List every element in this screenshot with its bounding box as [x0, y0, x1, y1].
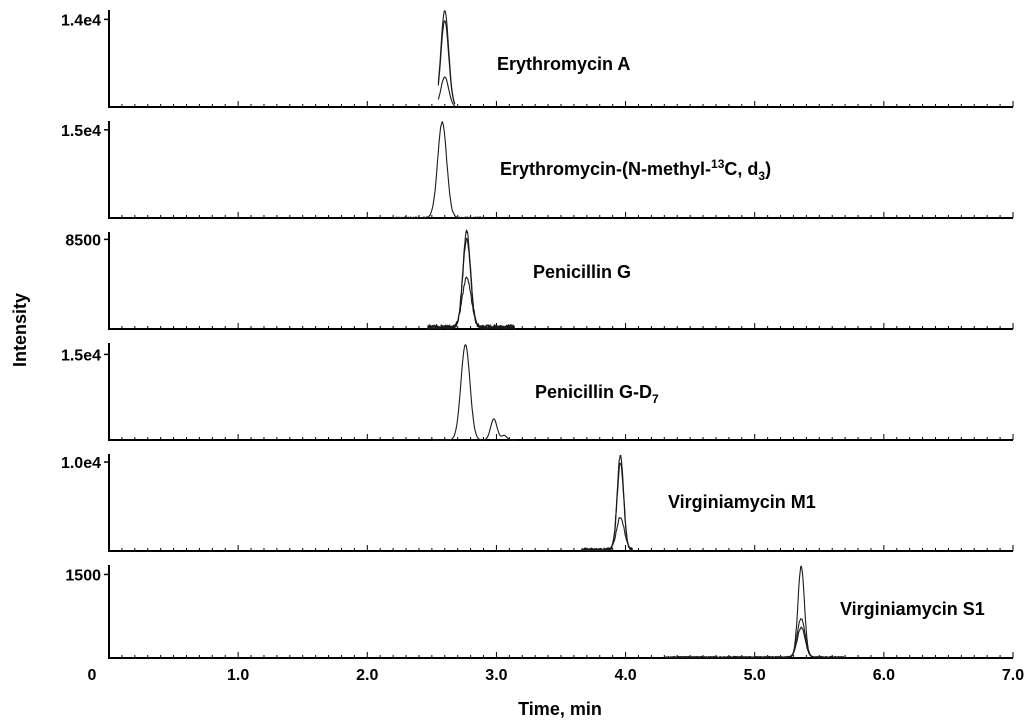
panel-axes — [108, 343, 1013, 441]
x-tick-label: 7.0 — [1002, 667, 1024, 684]
y-tick-label: 1.5e4 — [61, 123, 101, 140]
trace-line — [580, 517, 634, 552]
panel-axes — [108, 232, 1013, 330]
trace-line — [664, 626, 846, 659]
panel-3: 8500 Penicillin G — [65, 229, 1014, 330]
compound-label: Penicillin G-D7 — [535, 382, 659, 406]
compound-label: Penicillin G — [533, 262, 631, 282]
panels-group: 1.4e4 Erythromycin A 1.5e4 Erythromycin-(N-… — [61, 10, 1024, 684]
y-axis-label: Intensity — [10, 293, 30, 367]
panel-5: 1.0e4 Virginiamycin M1 — [61, 454, 1014, 552]
trace-line — [437, 76, 456, 107]
compound-label: Erythromycin A — [497, 54, 630, 74]
compound-label: Virginiamycin M1 — [668, 492, 816, 512]
x-tick-label: 1.0 — [227, 667, 249, 684]
panel-6: 1500 Virginiamycin S1 — [65, 565, 1014, 659]
panel-axes — [108, 10, 1013, 108]
x-tick-label: 2.0 — [356, 667, 378, 684]
x-origin-label: 0 — [88, 667, 97, 684]
trace-line — [426, 237, 516, 330]
y-tick-label: 1.4e4 — [61, 12, 101, 29]
x-tick-label: 3.0 — [485, 667, 507, 684]
x-tick-label: 5.0 — [744, 667, 766, 684]
y-tick-label: 1.0e4 — [61, 455, 101, 472]
trace-line — [393, 121, 484, 219]
x-axis-label: Time, min — [518, 699, 602, 719]
compound-label: Erythromycin-(N-methyl-13C, d3) — [500, 157, 771, 183]
compound-label: Virginiamycin S1 — [840, 599, 985, 619]
y-tick-label: 8500 — [65, 232, 101, 249]
trace-line — [426, 276, 516, 330]
panel-4: 1.5e4 Penicillin G-D7 — [61, 343, 1014, 441]
panel-1: 1.4e4 Erythromycin A — [61, 10, 1014, 108]
panel-axes — [108, 454, 1013, 552]
panel-axes — [108, 121, 1013, 219]
trace-line — [664, 565, 846, 659]
trace-line — [437, 20, 456, 105]
trace-line — [580, 462, 634, 552]
y-tick-label: 1.5e4 — [61, 347, 101, 364]
x-tick-label: 6.0 — [873, 667, 895, 684]
x-tick-label: 4.0 — [614, 667, 636, 684]
trace-line — [431, 344, 516, 441]
panel-2: 1.5e4 Erythromycin-(N-methyl-13C, d3) — [61, 121, 1014, 219]
y-tick-label: 1500 — [65, 567, 101, 584]
